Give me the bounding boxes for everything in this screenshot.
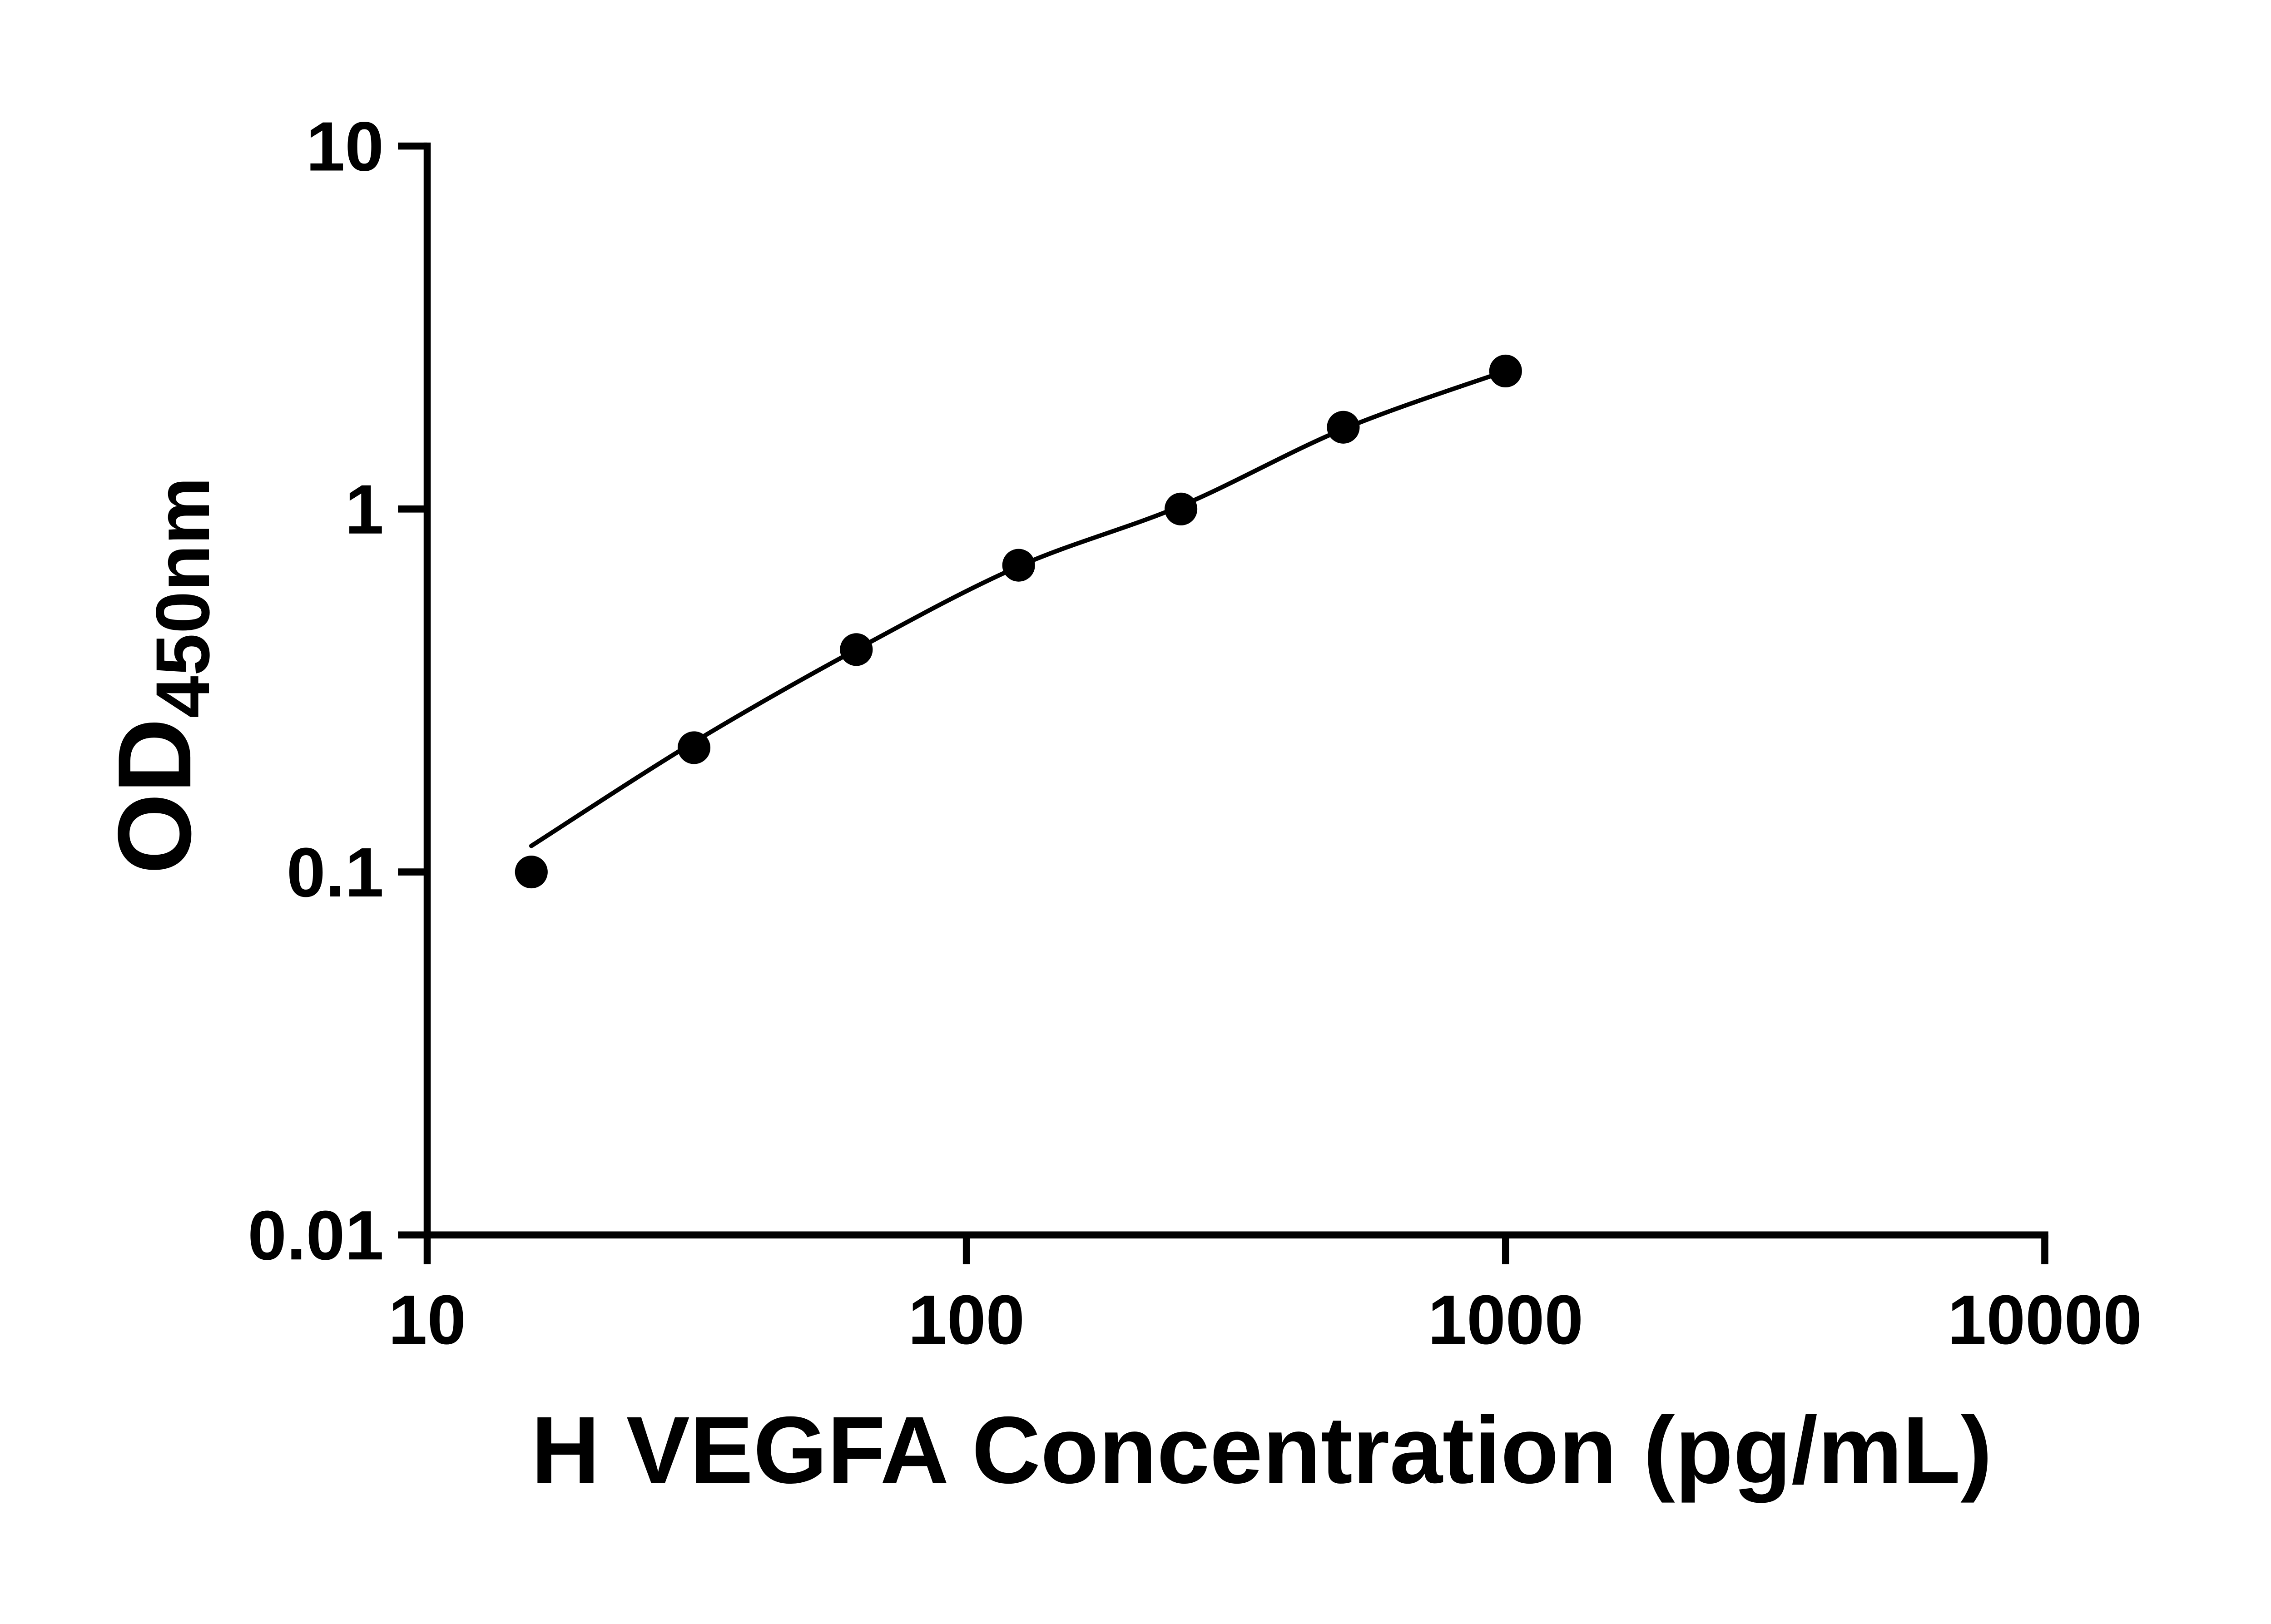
x-axis-title: H VEGFA Concentration (pg/mL) [531,1397,1992,1503]
y-axis-title-main: OD [96,718,213,874]
data-point-marker [1489,354,1522,388]
x-tick-label: 100 [908,1281,1025,1359]
data-points [515,354,1522,889]
tick-labels: 10 100 1000 10000 0.01 0.1 1 10 [248,108,2142,1359]
x-tick-label: 1000 [1428,1281,1584,1359]
y-axis-title-subscript: 450nm [140,477,225,718]
x-tick-label: 10 [388,1281,466,1359]
standard-curve-line [529,369,1508,848]
y-tick-label: 10 [306,108,384,186]
chart-canvas: 10 100 1000 10000 0.01 0.1 1 10 H VEGFA Concent… [96,108,2142,1504]
data-point-marker [677,731,711,764]
data-point-marker [1165,492,1198,525]
axes [423,142,2048,1239]
tick-marks [398,142,2048,1264]
data-point-marker [840,633,873,666]
data-point-marker [1327,411,1360,444]
axis-lines [423,142,2048,1239]
data-point-marker [515,856,548,889]
x-tick-label: 10000 [1948,1281,2142,1359]
fit-curve [529,369,1508,848]
data-point-marker [1002,549,1035,582]
elisa-standard-curve-figure: 10 100 1000 10000 0.01 0.1 1 10 H VEGFA Concent… [96,107,2142,1504]
y-axis-title: OD450nm [96,477,225,874]
y-tick-label: 0.01 [248,1196,384,1274]
y-tick-label: 1 [345,470,384,549]
y-tick-label: 0.1 [287,833,384,911]
